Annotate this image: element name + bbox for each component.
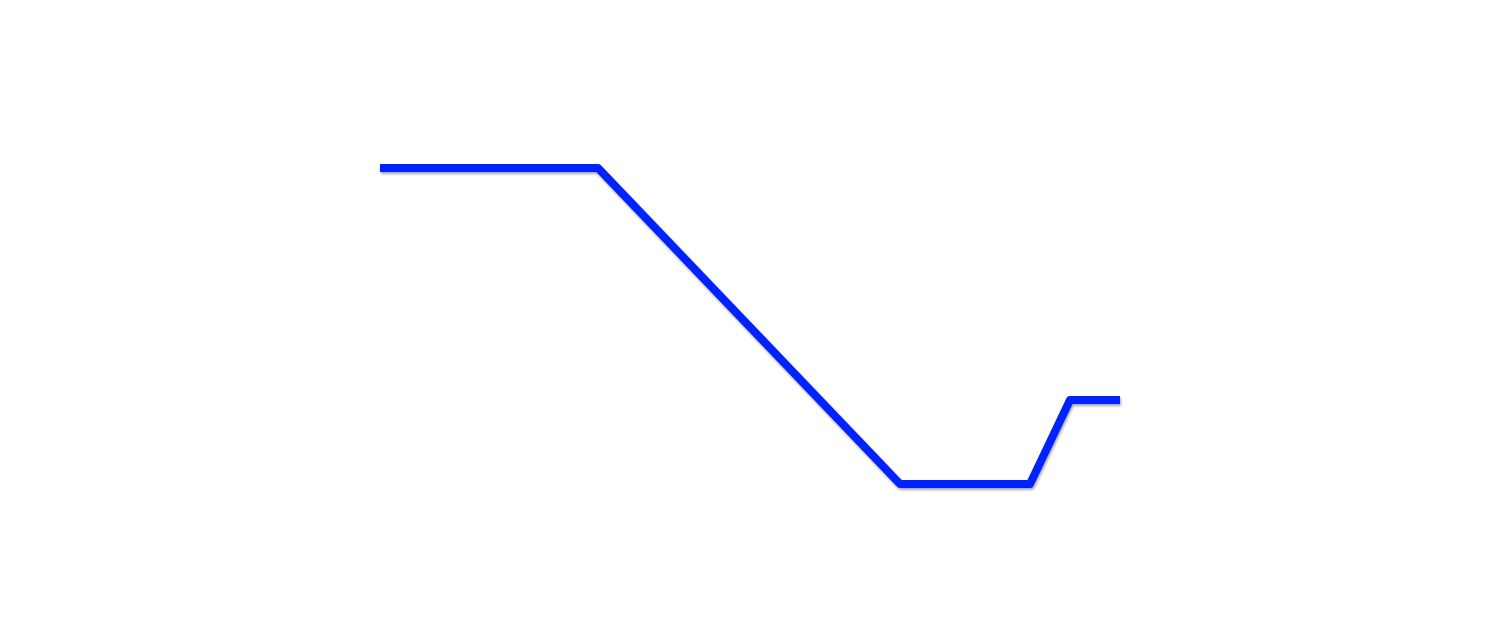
series-layer	[380, 164, 1120, 488]
series-line-0	[380, 164, 1120, 488]
